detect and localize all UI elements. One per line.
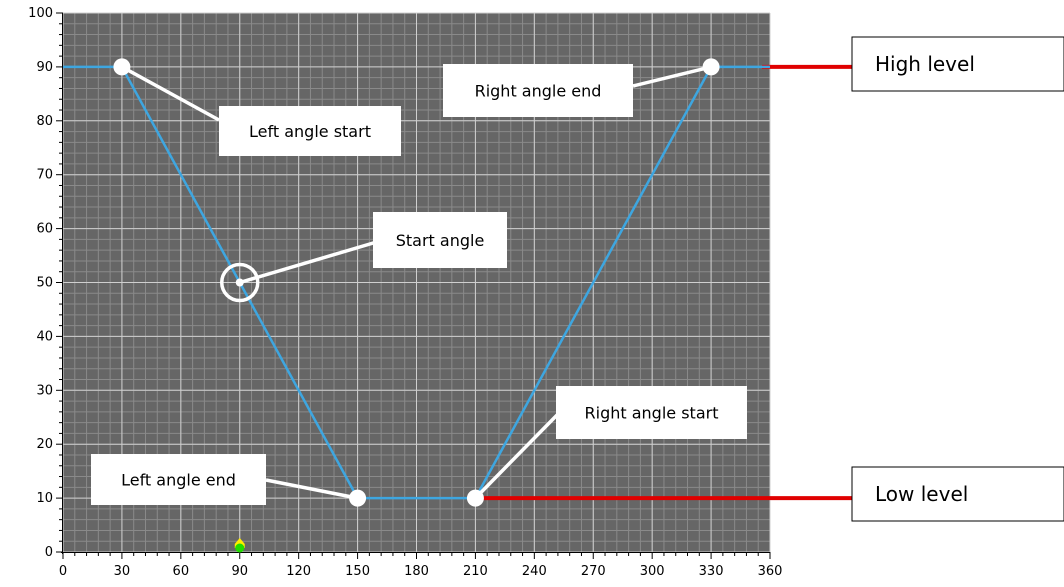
right-angle-end-callout-box [443, 64, 633, 117]
y-tick-label: 70 [36, 168, 53, 183]
left-angle-start-marker [113, 58, 131, 76]
level-lines [475, 64, 852, 501]
high-level-label: High level [875, 52, 975, 76]
right-angle-end-label: Right angle end [475, 82, 602, 101]
x-tick-label: 0 [59, 564, 67, 579]
level-boxes: High level Low level [851, 36, 1064, 522]
left-angle-end-callout-box [91, 454, 266, 505]
start-angle-label: Start angle [396, 231, 485, 250]
right-angle-end-leader [632, 65, 712, 88]
y-tick-label: 0 [45, 545, 53, 560]
y-tick-label: 20 [36, 437, 53, 452]
x-tick-label: 180 [404, 564, 429, 579]
y-tick-label: 60 [36, 222, 53, 237]
low-level-label: Low level [875, 482, 968, 506]
right-angle-start-callout-box [556, 386, 747, 439]
y-tick-label: 30 [36, 383, 53, 398]
start-angle-ring [220, 262, 260, 303]
right-angle-end-callout: Right angle end [443, 64, 633, 117]
low-level-box: Low level [851, 466, 1064, 522]
y-tick-label: 40 [36, 329, 53, 344]
position-indicator [234, 538, 245, 553]
right-angle-start-label: Right angle start [585, 404, 719, 423]
x-tick-label: 330 [699, 564, 724, 579]
left-angle-start-callout: Left angle start [219, 106, 401, 156]
y-tick-label: 80 [36, 114, 53, 129]
right-angle-end-marker [702, 58, 720, 76]
callout-leaders [121, 65, 712, 500]
high-level-box-frame [851, 36, 1064, 92]
left-angle-end-marker [349, 489, 367, 507]
high-level-box: High level [851, 36, 1064, 92]
x-tick-label: 150 [345, 564, 370, 579]
start-angle-callout-box [373, 212, 507, 268]
y-tick-label: 50 [36, 276, 53, 291]
x-tick-label: 210 [463, 564, 488, 579]
x-axis-ticks: 0 30 60 90 120 150 180 210 240 270 300 330 360 [59, 552, 783, 579]
x-tick-label: 300 [640, 564, 665, 579]
right-angle-start-leader [474, 410, 562, 500]
right-angle-start-marker [466, 489, 484, 507]
low-level-box-frame [851, 466, 1064, 522]
y-tick-label: 10 [36, 491, 53, 506]
start-angle-marker [235, 278, 244, 287]
left-angle-end-leader [265, 478, 358, 500]
indicator-bottom [235, 543, 245, 553]
left-angle-end-callout: Left angle end [91, 454, 266, 505]
callouts: Left angle start Start angle Left angle en… [91, 64, 747, 505]
left-angle-end-label: Left angle end [121, 471, 236, 490]
start-angle-callout: Start angle [373, 212, 507, 268]
y-tick-label: 100 [28, 6, 53, 21]
x-tick-label: 270 [581, 564, 606, 579]
right-angle-start-callout: Right angle start [556, 386, 747, 439]
start-angle-leader [239, 239, 381, 285]
x-tick-label: 90 [231, 564, 248, 579]
left-angle-start-leader [121, 65, 220, 122]
x-tick-label: 240 [522, 564, 547, 579]
x-tick-label: 120 [286, 564, 311, 579]
left-angle-start-callout-box [219, 106, 401, 156]
x-tick-label: 30 [114, 564, 131, 579]
x-tick-label: 360 [758, 564, 783, 579]
x-tick-label: 60 [173, 564, 190, 579]
y-tick-label: 90 [36, 60, 53, 75]
left-angle-start-label: Left angle start [249, 122, 371, 141]
point-markers [113, 58, 720, 507]
y-axis-ticks: 0 10 20 30 40 50 60 70 80 90 100 [28, 6, 63, 560]
